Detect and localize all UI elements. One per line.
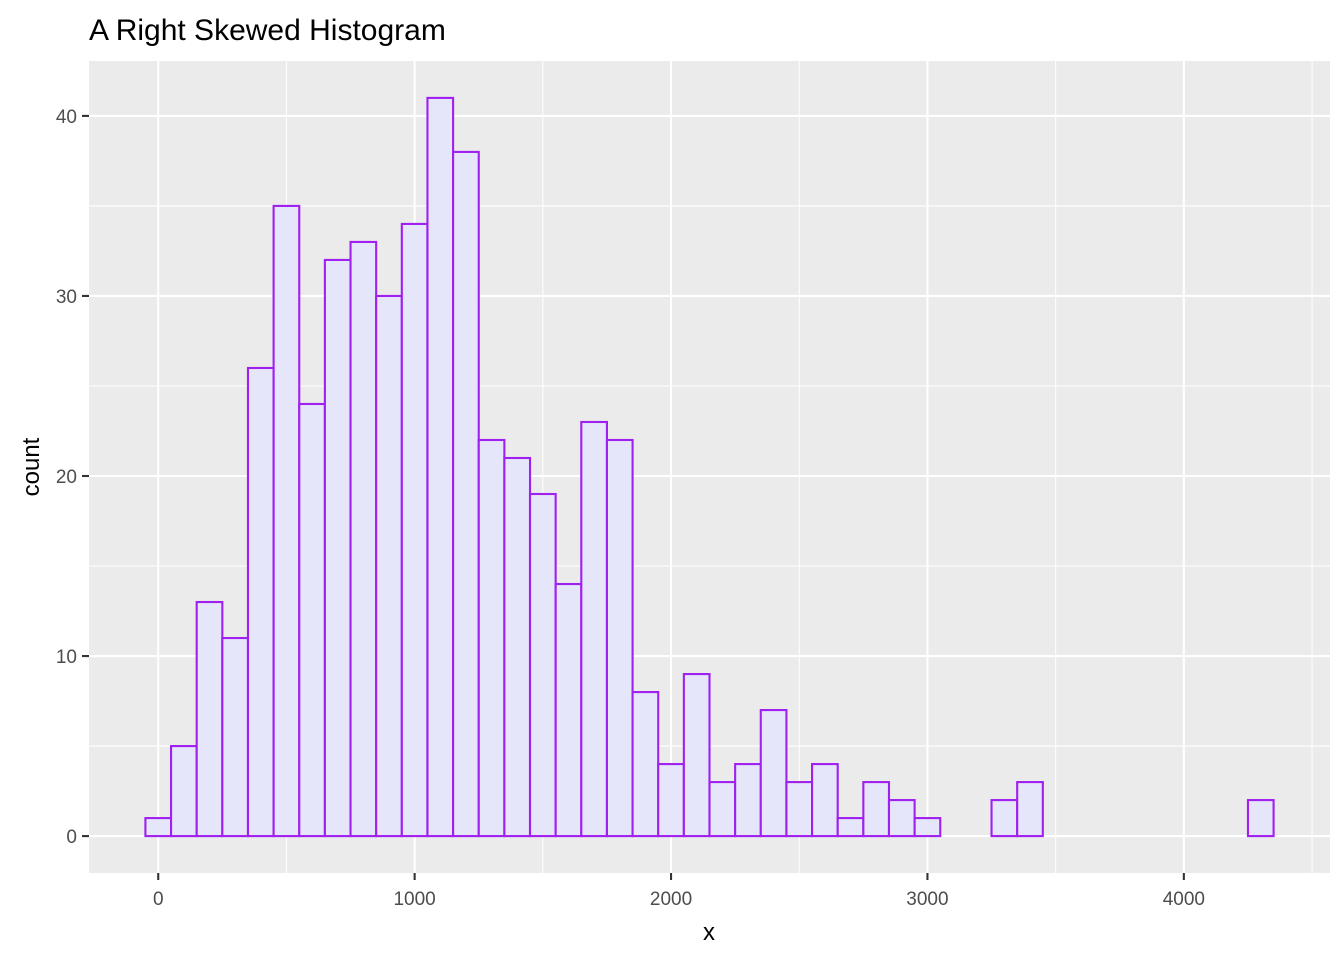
histogram-bar	[169, 745, 198, 838]
histogram-bar	[195, 600, 224, 838]
y-tick-label: 20	[56, 467, 77, 488]
x-axis-title: x	[703, 919, 715, 946]
histogram-bar	[605, 438, 634, 838]
histogram-bar	[785, 781, 814, 838]
histogram-bar	[503, 456, 532, 838]
x-tick-label: 4000	[1163, 889, 1205, 910]
histogram-bar	[836, 817, 865, 838]
histogram-bar	[1016, 781, 1044, 838]
histogram-bar	[144, 817, 173, 838]
y-tick-label: 10	[56, 647, 77, 668]
histogram-bar	[657, 763, 685, 838]
histogram-bar	[528, 492, 557, 838]
histogram-bar	[349, 240, 378, 838]
x-tick-label: 0	[153, 889, 164, 910]
histogram-bar	[375, 294, 403, 838]
histogram-bar	[990, 799, 1019, 838]
histogram-bar	[554, 582, 583, 838]
y-axis-ticks: 0 10 20 30 40	[56, 107, 89, 848]
histogram-bar	[426, 96, 455, 838]
histogram-bar	[323, 258, 352, 838]
x-tick-label: 1000	[393, 889, 435, 910]
histogram-bar	[708, 781, 737, 838]
histogram-bar	[477, 438, 506, 838]
histogram-bar	[221, 636, 250, 838]
histogram-bar	[298, 402, 326, 838]
chart-title: A Right Skewed Histogram	[89, 14, 446, 47]
x-tick-label: 3000	[906, 889, 948, 910]
histogram-bar	[811, 763, 839, 838]
y-tick-label: 30	[56, 287, 77, 308]
y-tick-label: 40	[56, 107, 77, 128]
histogram-bar	[631, 691, 660, 838]
y-axis-title: count	[18, 437, 45, 496]
histogram-bar	[759, 709, 788, 838]
histogram-bar	[452, 150, 480, 838]
histogram-bar	[682, 673, 711, 838]
x-tick-label: 2000	[650, 889, 692, 910]
histogram-bar	[862, 781, 891, 838]
histogram-bar	[913, 817, 942, 838]
histogram-bar	[734, 763, 762, 838]
histogram-bar	[580, 420, 608, 838]
histogram-bar	[272, 204, 301, 838]
x-axis-ticks: 0 1000 2000 3000 4000	[153, 873, 1205, 910]
histogram-bar	[887, 799, 916, 838]
histogram-bars	[144, 96, 1275, 838]
histogram-bar	[246, 366, 275, 838]
histogram-bar	[1246, 799, 1275, 838]
y-tick-label: 0	[66, 827, 77, 848]
histogram-bar	[400, 222, 429, 838]
